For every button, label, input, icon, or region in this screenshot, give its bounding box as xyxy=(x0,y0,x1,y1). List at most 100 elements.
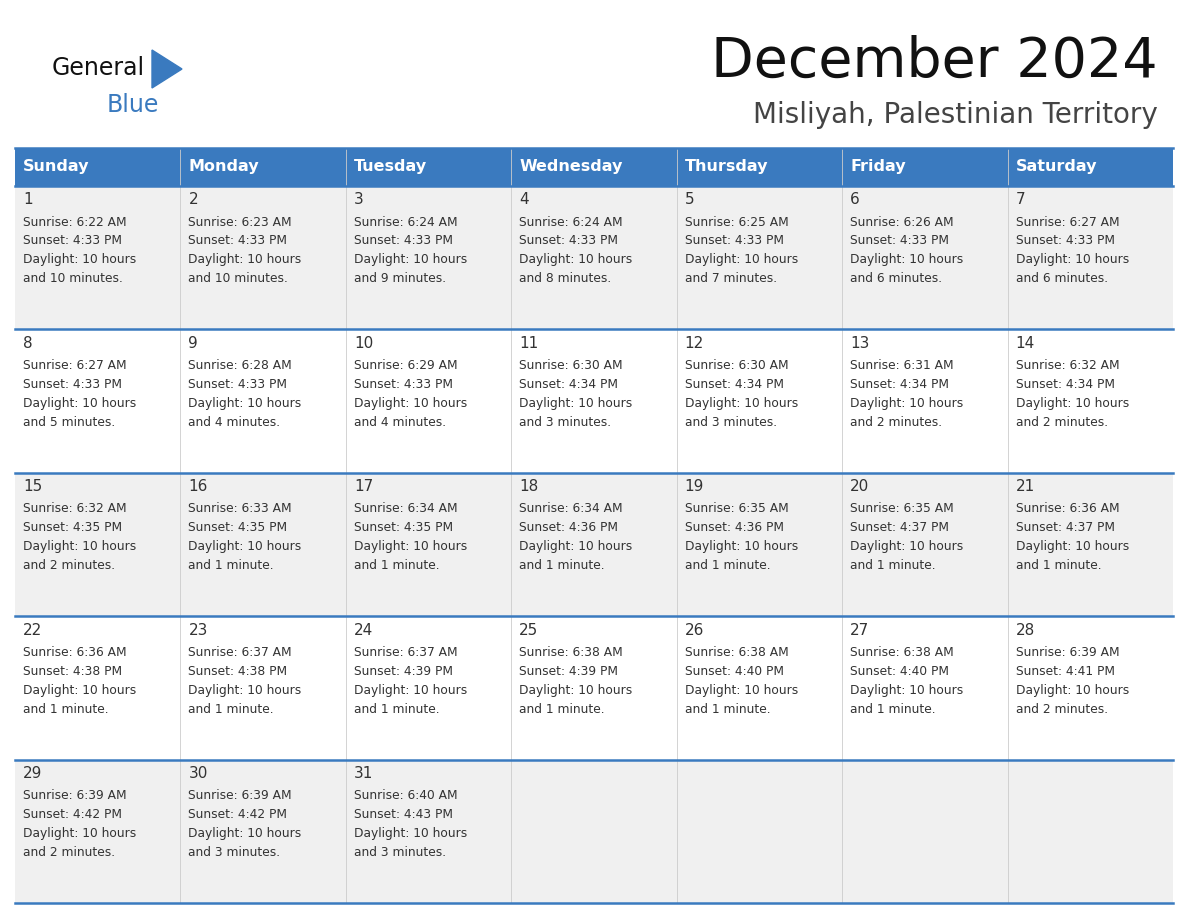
Text: Sunset: 4:35 PM: Sunset: 4:35 PM xyxy=(354,521,453,534)
Text: and 3 minutes.: and 3 minutes. xyxy=(354,846,446,859)
Text: 22: 22 xyxy=(23,622,43,638)
Text: Sunset: 4:34 PM: Sunset: 4:34 PM xyxy=(851,378,949,391)
Text: Daylight: 10 hours: Daylight: 10 hours xyxy=(1016,397,1129,410)
Text: and 2 minutes.: and 2 minutes. xyxy=(851,416,942,429)
Text: Daylight: 10 hours: Daylight: 10 hours xyxy=(684,684,798,697)
Text: 3: 3 xyxy=(354,193,364,207)
Text: Sunset: 4:42 PM: Sunset: 4:42 PM xyxy=(23,808,122,821)
Text: Sunday: Sunday xyxy=(23,160,89,174)
Text: 23: 23 xyxy=(189,622,208,638)
Bar xyxy=(15,330,1173,473)
Text: 30: 30 xyxy=(189,767,208,781)
Bar xyxy=(15,473,1173,616)
Text: Sunset: 4:42 PM: Sunset: 4:42 PM xyxy=(189,808,287,821)
Text: Sunrise: 6:36 AM: Sunrise: 6:36 AM xyxy=(1016,502,1119,515)
Text: Sunrise: 6:39 AM: Sunrise: 6:39 AM xyxy=(1016,645,1119,659)
Text: Daylight: 10 hours: Daylight: 10 hours xyxy=(189,397,302,410)
Text: Daylight: 10 hours: Daylight: 10 hours xyxy=(23,397,137,410)
Text: Misliyah, Palestinian Territory: Misliyah, Palestinian Territory xyxy=(753,101,1158,129)
Text: and 8 minutes.: and 8 minutes. xyxy=(519,273,612,285)
Text: Daylight: 10 hours: Daylight: 10 hours xyxy=(684,253,798,266)
Text: Sunset: 4:33 PM: Sunset: 4:33 PM xyxy=(23,234,122,248)
Text: Daylight: 10 hours: Daylight: 10 hours xyxy=(354,541,467,554)
Text: Sunset: 4:34 PM: Sunset: 4:34 PM xyxy=(519,378,618,391)
Text: 21: 21 xyxy=(1016,479,1035,494)
Bar xyxy=(15,759,1173,903)
Text: Sunset: 4:40 PM: Sunset: 4:40 PM xyxy=(684,665,784,677)
Text: Sunset: 4:34 PM: Sunset: 4:34 PM xyxy=(1016,378,1114,391)
Text: 9: 9 xyxy=(189,336,198,351)
Text: and 9 minutes.: and 9 minutes. xyxy=(354,273,446,285)
Bar xyxy=(677,148,842,186)
Text: Sunrise: 6:37 AM: Sunrise: 6:37 AM xyxy=(354,645,457,659)
Text: Sunrise: 6:38 AM: Sunrise: 6:38 AM xyxy=(519,645,623,659)
Text: Sunset: 4:41 PM: Sunset: 4:41 PM xyxy=(1016,665,1114,677)
Text: Sunset: 4:33 PM: Sunset: 4:33 PM xyxy=(519,234,618,248)
Text: Sunset: 4:33 PM: Sunset: 4:33 PM xyxy=(354,234,453,248)
Text: Daylight: 10 hours: Daylight: 10 hours xyxy=(519,541,632,554)
Text: Sunset: 4:38 PM: Sunset: 4:38 PM xyxy=(23,665,122,677)
Text: Daylight: 10 hours: Daylight: 10 hours xyxy=(1016,684,1129,697)
Text: Daylight: 10 hours: Daylight: 10 hours xyxy=(354,827,467,840)
Text: Sunrise: 6:39 AM: Sunrise: 6:39 AM xyxy=(23,789,127,802)
Text: Sunset: 4:34 PM: Sunset: 4:34 PM xyxy=(684,378,784,391)
Text: Sunset: 4:33 PM: Sunset: 4:33 PM xyxy=(23,378,122,391)
Text: and 1 minute.: and 1 minute. xyxy=(684,702,770,716)
Text: 2: 2 xyxy=(189,193,198,207)
Text: Sunrise: 6:34 AM: Sunrise: 6:34 AM xyxy=(519,502,623,515)
Text: 5: 5 xyxy=(684,193,694,207)
Bar xyxy=(15,186,1173,330)
Text: Daylight: 10 hours: Daylight: 10 hours xyxy=(851,253,963,266)
Text: Sunrise: 6:30 AM: Sunrise: 6:30 AM xyxy=(519,359,623,372)
Text: Blue: Blue xyxy=(107,93,159,117)
Text: Sunrise: 6:27 AM: Sunrise: 6:27 AM xyxy=(23,359,127,372)
Text: Daylight: 10 hours: Daylight: 10 hours xyxy=(519,684,632,697)
Text: 6: 6 xyxy=(851,193,860,207)
Text: 19: 19 xyxy=(684,479,704,494)
Text: 4: 4 xyxy=(519,193,529,207)
Text: Sunrise: 6:27 AM: Sunrise: 6:27 AM xyxy=(1016,216,1119,229)
Text: 7: 7 xyxy=(1016,193,1025,207)
Text: Sunrise: 6:40 AM: Sunrise: 6:40 AM xyxy=(354,789,457,802)
Text: 13: 13 xyxy=(851,336,870,351)
Text: Saturday: Saturday xyxy=(1016,160,1097,174)
Bar xyxy=(346,148,511,186)
Text: and 1 minute.: and 1 minute. xyxy=(684,559,770,572)
Text: 25: 25 xyxy=(519,622,538,638)
Text: Wednesday: Wednesday xyxy=(519,160,623,174)
Text: Daylight: 10 hours: Daylight: 10 hours xyxy=(684,397,798,410)
Text: 15: 15 xyxy=(23,479,43,494)
Text: 17: 17 xyxy=(354,479,373,494)
Text: Sunrise: 6:36 AM: Sunrise: 6:36 AM xyxy=(23,645,127,659)
Text: 28: 28 xyxy=(1016,622,1035,638)
Text: and 1 minute.: and 1 minute. xyxy=(354,559,440,572)
Text: Daylight: 10 hours: Daylight: 10 hours xyxy=(1016,253,1129,266)
Text: Daylight: 10 hours: Daylight: 10 hours xyxy=(23,541,137,554)
Text: Sunrise: 6:29 AM: Sunrise: 6:29 AM xyxy=(354,359,457,372)
Text: and 4 minutes.: and 4 minutes. xyxy=(189,416,280,429)
Text: and 1 minute.: and 1 minute. xyxy=(519,702,605,716)
Text: 16: 16 xyxy=(189,479,208,494)
Bar xyxy=(511,148,677,186)
Text: Daylight: 10 hours: Daylight: 10 hours xyxy=(851,541,963,554)
Text: Sunrise: 6:39 AM: Sunrise: 6:39 AM xyxy=(189,789,292,802)
Text: Sunrise: 6:38 AM: Sunrise: 6:38 AM xyxy=(684,645,789,659)
Text: General: General xyxy=(52,56,145,80)
Text: Sunrise: 6:28 AM: Sunrise: 6:28 AM xyxy=(189,359,292,372)
Text: Daylight: 10 hours: Daylight: 10 hours xyxy=(1016,541,1129,554)
Text: Sunset: 4:37 PM: Sunset: 4:37 PM xyxy=(851,521,949,534)
Text: Sunset: 4:39 PM: Sunset: 4:39 PM xyxy=(354,665,453,677)
Text: Friday: Friday xyxy=(851,160,905,174)
Text: Thursday: Thursday xyxy=(684,160,769,174)
Text: 11: 11 xyxy=(519,336,538,351)
Text: 10: 10 xyxy=(354,336,373,351)
Polygon shape xyxy=(152,50,182,88)
Text: Sunset: 4:33 PM: Sunset: 4:33 PM xyxy=(684,234,784,248)
Text: Daylight: 10 hours: Daylight: 10 hours xyxy=(189,684,302,697)
Text: and 2 minutes.: and 2 minutes. xyxy=(1016,702,1107,716)
Text: Sunrise: 6:34 AM: Sunrise: 6:34 AM xyxy=(354,502,457,515)
Text: and 3 minutes.: and 3 minutes. xyxy=(189,846,280,859)
Text: and 1 minute.: and 1 minute. xyxy=(1016,559,1101,572)
Text: Sunrise: 6:24 AM: Sunrise: 6:24 AM xyxy=(354,216,457,229)
Bar xyxy=(15,148,181,186)
